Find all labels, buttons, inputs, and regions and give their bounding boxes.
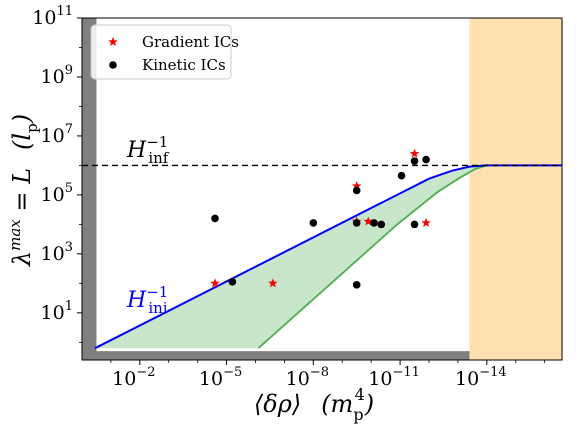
legend-box bbox=[90, 24, 232, 80]
gradient-ic-point bbox=[268, 278, 278, 288]
axis-ticks: 10−2 10−5 10−8 10−11 10−14 101 103 105 107 109 101… bbox=[32, 4, 546, 390]
x-axis-label: ⟨δρ⟩ (mp4) bbox=[254, 385, 374, 424]
green-lower-curve bbox=[257, 164, 488, 349]
kinetic-ic-point bbox=[211, 214, 219, 223]
data-points bbox=[210, 148, 431, 289]
y-tick-label: 101 bbox=[41, 299, 73, 324]
x-tick-label: 10−8 bbox=[286, 365, 329, 390]
kinetic-ic-point bbox=[377, 220, 386, 229]
y-tick-label: 1011 bbox=[32, 4, 73, 29]
gradient-ic-point bbox=[351, 181, 362, 191]
kinetic-ic-point bbox=[309, 219, 318, 227]
plot-frame bbox=[81, 17, 563, 361]
kinetic-ic-point bbox=[352, 281, 361, 289]
y-tick-label: 105 bbox=[41, 181, 73, 206]
kinetic-ic-point bbox=[228, 278, 237, 286]
legend-label: Kinetic ICs bbox=[142, 56, 226, 74]
gray-left-region bbox=[82, 18, 97, 360]
shaded-regions bbox=[82, 18, 562, 360]
gradient-ic-point bbox=[363, 216, 374, 226]
annotation-hinf: H−1 inf bbox=[126, 133, 170, 167]
annotations: H−1 inf H−1 ini bbox=[126, 133, 170, 317]
y-tick-label: 103 bbox=[41, 240, 73, 265]
y-axis-label: λmax = L(lp) bbox=[6, 114, 41, 267]
x-tick-label: 10−14 bbox=[455, 365, 507, 390]
x-tick-label: 10−11 bbox=[368, 365, 420, 390]
y-tick-label: 107 bbox=[41, 122, 73, 147]
annotation-hini: H−1 ini bbox=[126, 283, 168, 317]
gray-bottom-region bbox=[82, 351, 562, 360]
kinetic-ic-point bbox=[410, 157, 419, 165]
axis-labels: ⟨δρ⟩ (mp4) λmax = L(lp) bbox=[6, 114, 374, 424]
h-ini-curve bbox=[94, 164, 562, 350]
x-tick-label: 10−2 bbox=[112, 365, 155, 390]
gradient-ic-point bbox=[409, 148, 420, 158]
legend-star-icon bbox=[108, 37, 118, 47]
kinetic-ic-point bbox=[422, 155, 430, 164]
y-tick-label: 109 bbox=[41, 63, 73, 88]
curves bbox=[82, 164, 562, 350]
legend-circle-icon bbox=[109, 61, 117, 69]
legend: Gradient ICs Kinetic ICs bbox=[90, 24, 239, 80]
kinetic-ic-point bbox=[352, 186, 361, 195]
green-fill-region bbox=[95, 165, 487, 349]
kinetic-ic-point bbox=[352, 219, 361, 227]
x-tick-label: 10−5 bbox=[199, 365, 242, 390]
gradient-ic-point bbox=[210, 278, 220, 288]
gradient-ic-point bbox=[421, 217, 431, 227]
kinetic-ic-point bbox=[410, 220, 419, 229]
kinetic-ic-point bbox=[397, 171, 406, 180]
orange-right-region bbox=[469, 18, 562, 360]
legend-label: Gradient ICs bbox=[142, 33, 239, 51]
kinetic-ic-point bbox=[370, 219, 378, 227]
